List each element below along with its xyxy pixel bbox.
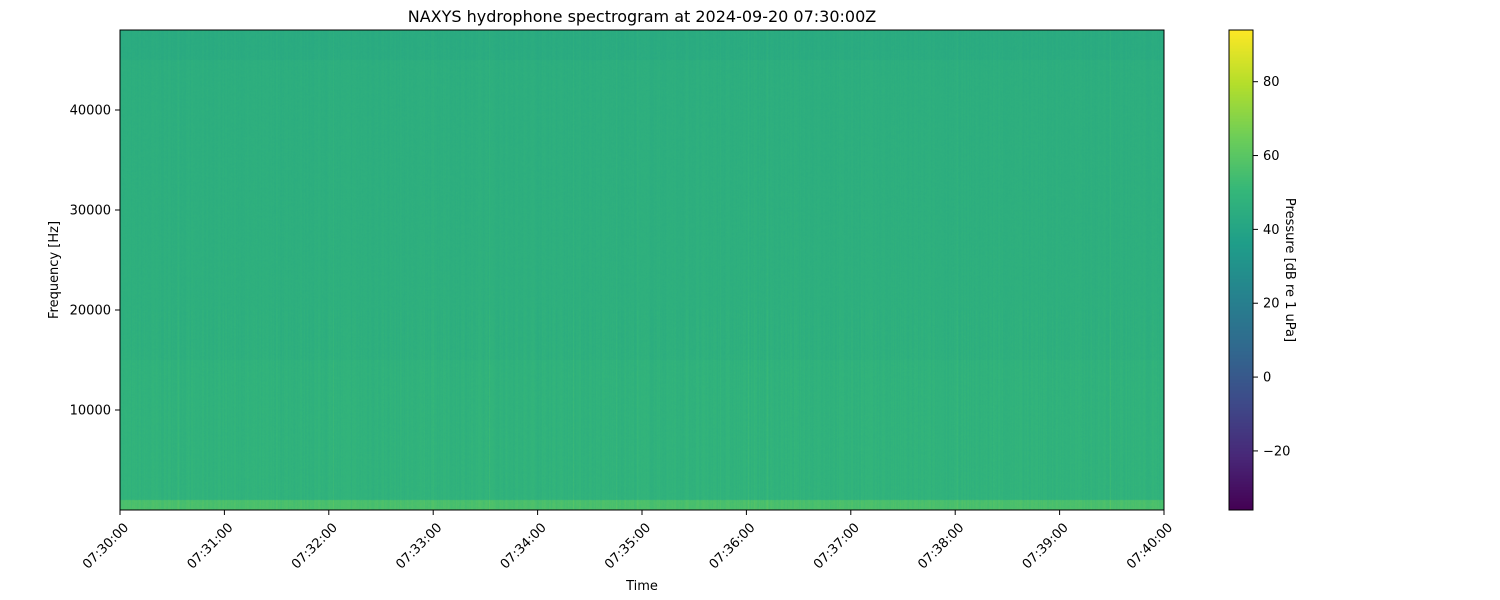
x-tick-label: 07:30:00 <box>80 520 132 572</box>
x-tick-label: 07:32:00 <box>289 520 341 572</box>
x-tick-label: 07:34:00 <box>498 520 550 572</box>
colorbar-tick-label: −20 <box>1263 444 1290 459</box>
colorbar-tick-label: 40 <box>1263 223 1280 238</box>
chart-title: NAXYS hydrophone spectrogram at 2024-09-… <box>408 7 877 26</box>
colorbar-tick-label: 0 <box>1263 371 1271 386</box>
x-tick-label: 07:40:00 <box>1124 520 1176 572</box>
x-tick-label: 07:33:00 <box>393 520 445 572</box>
y-tick-label: 30000 <box>70 204 111 219</box>
colorbar-label: Pressure [dB re 1 uPa] <box>1282 198 1297 342</box>
x-tick-label: 07:37:00 <box>811 520 863 572</box>
y-tick-label: 20000 <box>70 304 111 319</box>
x-tick-label: 07:39:00 <box>1020 520 1072 572</box>
x-axis-label: Time <box>625 579 658 594</box>
spectrogram-heatmap <box>120 30 1164 510</box>
y-tick-label: 40000 <box>70 104 111 119</box>
y-axis-label: Frequency [Hz] <box>47 221 62 319</box>
x-tick-label: 07:31:00 <box>185 520 237 572</box>
x-tick-label: 07:38:00 <box>915 520 967 572</box>
colorbar-frame <box>1228 29 1254 511</box>
colorbar <box>1229 30 1253 510</box>
colorbar-tick-label: 60 <box>1263 149 1280 164</box>
y-tick-label: 10000 <box>70 404 111 419</box>
colorbar-tick-label: 20 <box>1263 297 1280 312</box>
x-tick-label: 07:36:00 <box>707 520 759 572</box>
plot-frame <box>119 29 1165 511</box>
colorbar-tick-label: 80 <box>1263 75 1280 90</box>
x-tick-label: 07:35:00 <box>602 520 654 572</box>
